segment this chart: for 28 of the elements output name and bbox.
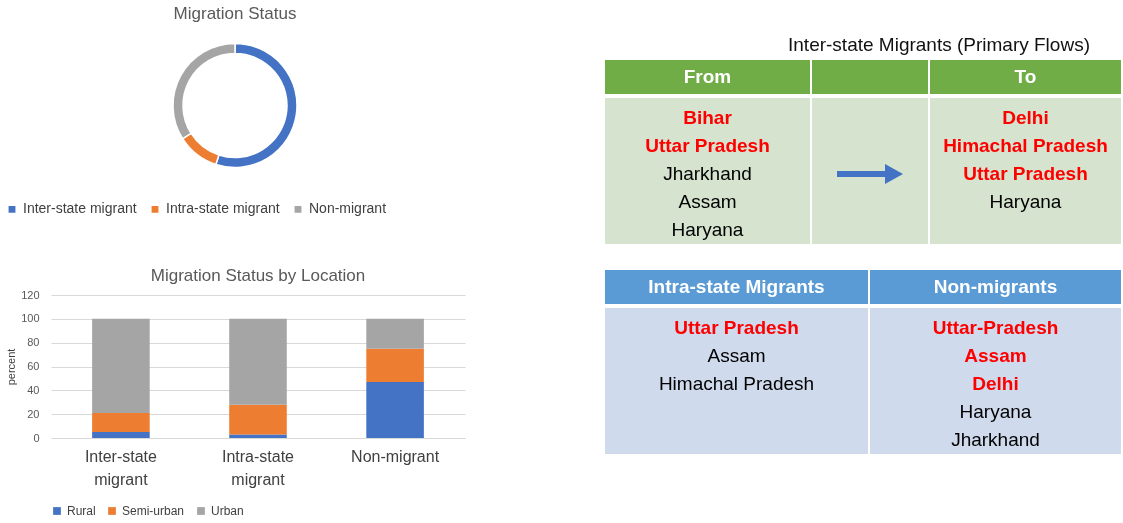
y-tick-label: 100 — [21, 312, 40, 325]
x-tick-label: Intra-state migrant — [221, 447, 295, 488]
legend-label: Intra-state migrant — [166, 200, 280, 217]
x-tick-label: Inter-state migrant — [84, 447, 158, 488]
text: Delhi Himachal Pradesh Uttar Pradesh Haryana — [943, 106, 1108, 214]
text: Uttar-Pradesh Assam Delhi Haryana Jharkhand — [932, 316, 1059, 452]
category-label: From — [605, 60, 812, 94]
chart-title: Migration Status by Location — [150, 266, 366, 285]
y-tick-label: 120 — [21, 288, 40, 301]
text: Uttar Pradesh Assam Himachal Pradesh — [658, 316, 815, 396]
category-label: Intra-state Migrants — [605, 270, 870, 304]
x-tick-label: Non-migrant — [351, 447, 440, 465]
category-label: To — [930, 60, 1123, 94]
legend-label: Inter-state migrant — [23, 200, 137, 217]
text: Inter-state Migrants (Primary Flows) — [787, 33, 1091, 57]
legend-label: Non-migrant — [309, 200, 387, 217]
y-tick-label: 80 — [27, 336, 40, 349]
category-label: Non-migrants — [870, 270, 1123, 304]
y-tick-label: 20 — [27, 407, 40, 420]
y-tick-label: 60 — [27, 360, 40, 372]
chart-title: Migration Status — [173, 4, 297, 23]
y-tick-label: 0 — [33, 431, 40, 444]
y-tick-label: 40 — [27, 383, 40, 396]
legend-label: Rural — [67, 504, 96, 518]
y-axis-title: percent — [5, 348, 18, 386]
legend-label: Semi-urban — [122, 504, 185, 518]
legend-label: Urban — [211, 504, 244, 518]
text: Bihar Uttar Pradesh Jharkhand Assam Haryana — [645, 106, 770, 242]
